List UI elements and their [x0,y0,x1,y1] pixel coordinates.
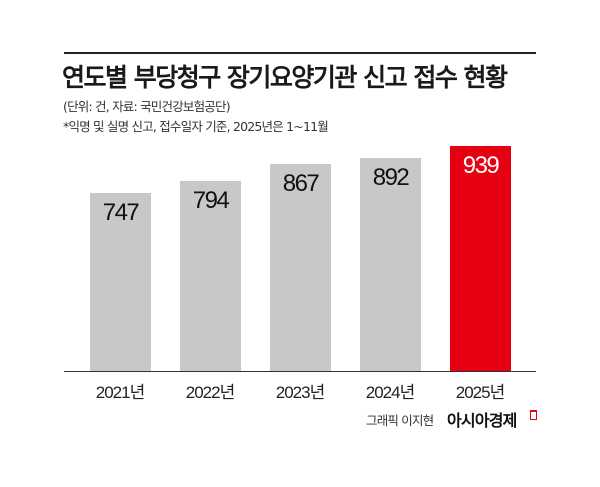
footnote: *익명 및 실명 신고, 접수일자 기준, 2025년은 1~11월 [63,119,329,134]
bar-value: 794 [192,187,230,215]
bar-2024: 892 [360,157,421,371]
bar-2025: 939 [450,146,511,371]
bar-value: 939 [462,152,500,179]
bar-2022: 794 [180,181,241,371]
chart-title: 연도별 부당청구 장기요양기관 신고 접수 현황 [62,63,508,92]
unit-source-note: (단위: 건, 자료: 국민건강보험공단) [63,99,231,114]
bar-value: 747 [102,199,140,226]
top-rule [64,52,536,54]
x-tick-label: 2022년 [185,383,235,402]
brand-mark-icon [530,410,537,420]
x-axis-line [64,371,536,372]
x-tick-label: 2024년 [365,383,415,402]
bar-2021: 747 [90,193,151,371]
graphic-credit: 그래픽 이지현 [366,413,434,428]
x-tick-label: 2023년 [275,383,325,402]
bar-value: 867 [282,169,320,197]
bar-value: 892 [372,163,410,191]
x-tick-label: 2025년 [455,383,505,402]
x-tick-label: 2021년 [95,383,145,402]
bar-2023: 867 [270,163,331,371]
brand-logo-text: 아시아경제 [447,411,517,430]
